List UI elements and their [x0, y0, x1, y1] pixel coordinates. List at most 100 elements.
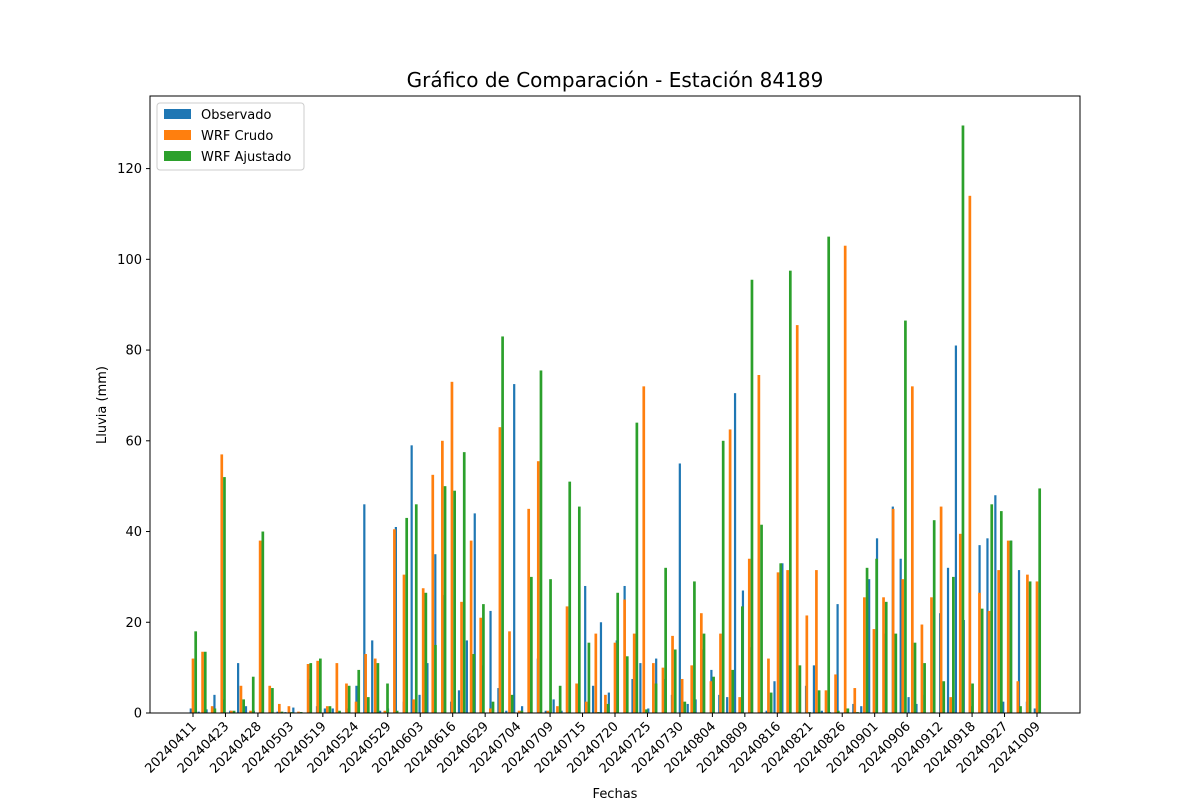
- bar-2-34: [520, 710, 524, 713]
- bar-1-74: [901, 579, 905, 713]
- bar-1-20: [383, 710, 387, 713]
- bar-1-53: [699, 613, 703, 713]
- bar-2-78: [942, 681, 946, 713]
- y-tick-label-3: 60: [125, 434, 142, 449]
- bar-2-76: [923, 663, 926, 713]
- bar-1-83: [987, 610, 991, 713]
- bar-0-31: [434, 554, 437, 713]
- bar-0-17: [323, 708, 326, 713]
- bar-1-88: [1035, 581, 1039, 713]
- bar-1-63: [795, 325, 799, 713]
- bar-1-48: [652, 663, 655, 713]
- bar-0-51: [591, 685, 595, 713]
- bar-2-59: [760, 524, 763, 713]
- bar-1-27: [450, 381, 454, 713]
- bar-2-30: [482, 604, 485, 713]
- bar-1-43: [604, 694, 607, 713]
- bar-2-84: [999, 511, 1003, 713]
- bar-0-21: [355, 685, 358, 713]
- bar-2-33: [510, 694, 514, 713]
- bar-1-56: [728, 429, 732, 713]
- bar-2-21: [395, 710, 399, 713]
- bar-1-16: [345, 683, 348, 713]
- bar-1-19: [373, 658, 377, 713]
- bar-1-64: [805, 615, 809, 713]
- bar-2-65: [817, 690, 821, 713]
- bar-2-7: [261, 531, 265, 713]
- bar-2-4: [232, 710, 236, 713]
- bar-0-42: [520, 706, 524, 713]
- bar-1-87: [1026, 574, 1029, 713]
- bar-1-68: [843, 245, 847, 713]
- bar-2-37: [549, 579, 552, 713]
- bar-2-39: [568, 481, 572, 714]
- bar-2-28: [462, 452, 466, 713]
- bar-0-6: [237, 663, 240, 713]
- bar-0-36: [473, 513, 476, 713]
- bar-1-0: [191, 658, 195, 713]
- legend-swatch-0: [164, 109, 191, 119]
- bar-2-41: [587, 642, 591, 713]
- bar-0-91: [907, 697, 910, 713]
- y-axis-label: Lluvia (mm): [95, 366, 110, 444]
- bar-0-3: [213, 694, 216, 713]
- bar-0-0: [189, 708, 192, 713]
- bar-2-86: [1019, 706, 1022, 713]
- bar-2-56: [731, 669, 735, 713]
- bar-2-2: [213, 708, 217, 713]
- bars-group: [189, 125, 1042, 714]
- bar-1-11: [297, 711, 300, 713]
- bar-1-75: [910, 386, 914, 713]
- bar-2-26: [443, 486, 447, 713]
- bar-0-50: [584, 585, 587, 713]
- bar-0-102: [994, 495, 997, 713]
- x-axis-label: Fechas: [593, 787, 638, 800]
- bar-1-52: [690, 665, 694, 713]
- bar-2-79: [952, 576, 955, 713]
- bar-2-13: [319, 658, 322, 713]
- bar-2-0: [194, 631, 198, 713]
- bar-0-23: [371, 640, 374, 713]
- bar-2-20: [386, 683, 389, 713]
- bar-1-81: [968, 195, 972, 713]
- bar-1-79: [949, 697, 953, 713]
- bar-1-28: [460, 601, 463, 713]
- bar-2-16: [347, 685, 351, 713]
- bar-0-35: [465, 640, 468, 713]
- bar-0-58: [647, 708, 650, 713]
- bar-1-72: [882, 597, 885, 713]
- bar-2-57: [741, 606, 744, 713]
- bar-2-66: [827, 236, 831, 713]
- bar-1-6: [249, 710, 252, 713]
- legend-label-1: WRF Crudo: [201, 129, 273, 144]
- bar-2-43: [606, 703, 610, 713]
- bar-2-29: [472, 654, 476, 713]
- bar-0-82: [836, 604, 839, 713]
- bar-2-6: [251, 676, 255, 713]
- bar-1-9: [277, 703, 281, 713]
- bar-1-8: [268, 685, 272, 713]
- bar-1-34: [517, 710, 521, 713]
- bar-1-3: [220, 454, 224, 713]
- bar-2-49: [664, 567, 667, 713]
- bar-2-62: [788, 270, 792, 713]
- bar-0-1: [197, 711, 200, 713]
- bar-1-42: [594, 633, 598, 713]
- bar-0-79: [812, 665, 816, 713]
- bar-2-61: [779, 563, 783, 713]
- bar-1-36: [536, 461, 540, 713]
- bar-0-45: [544, 710, 547, 713]
- bar-1-10: [287, 706, 291, 713]
- bar-0-28: [410, 445, 413, 713]
- bar-2-63: [798, 665, 802, 713]
- bar-2-72: [884, 601, 888, 713]
- bar-1-40: [575, 683, 578, 713]
- bar-2-38: [558, 685, 562, 713]
- bar-0-38: [489, 610, 492, 713]
- bar-2-46: [635, 422, 639, 713]
- bar-1-65: [815, 570, 818, 713]
- bar-2-23: [414, 504, 418, 713]
- bar-2-82: [980, 608, 984, 713]
- bar-1-45: [623, 599, 626, 713]
- bar-1-71: [872, 629, 876, 713]
